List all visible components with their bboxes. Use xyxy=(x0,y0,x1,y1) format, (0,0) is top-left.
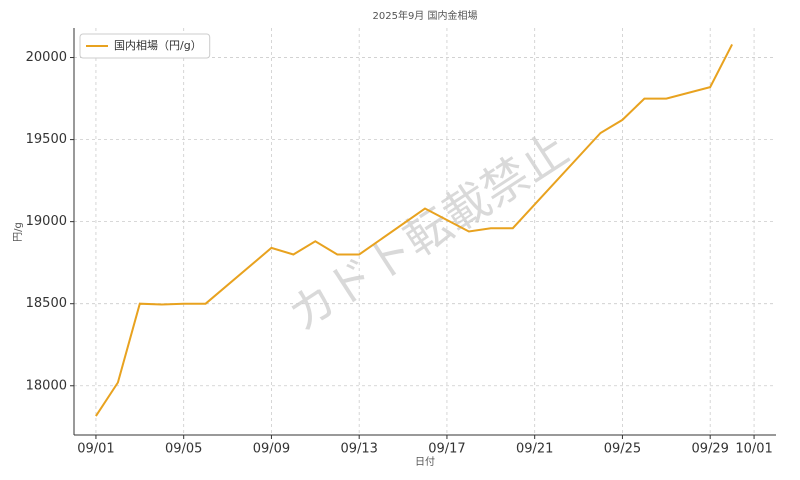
y-tick-label: 19000 xyxy=(26,214,67,229)
x-tick-label: 09/25 xyxy=(604,442,641,457)
chart-title: 2025年9月 国内金相場 xyxy=(373,9,478,22)
x-axis-label: 日付 xyxy=(415,455,435,468)
y-axis-label: 円/g xyxy=(13,222,24,242)
legend-label: 国内相場（円/g） xyxy=(114,38,202,52)
x-tick-label: 09/13 xyxy=(340,442,377,457)
x-tick-label: 09/09 xyxy=(253,442,290,457)
x-tick-label: 09/17 xyxy=(428,442,465,457)
x-tick-label: 10/01 xyxy=(735,442,772,457)
x-tick-label: 09/05 xyxy=(165,442,202,457)
y-tick-label: 18500 xyxy=(26,296,67,311)
legend: 国内相場（円/g） xyxy=(79,33,211,59)
watermark: カドト転載禁止 xyxy=(278,122,577,343)
x-tick-label: 09/29 xyxy=(691,442,728,457)
y-tick-label: 18000 xyxy=(26,378,67,393)
x-tick-label: 09/21 xyxy=(516,442,553,457)
y-tick-label: 20000 xyxy=(26,50,67,65)
data-line xyxy=(95,43,733,417)
legend-box xyxy=(79,33,211,59)
x-tick-label: 09/01 xyxy=(77,442,114,457)
y-tick-label: 19500 xyxy=(26,132,67,147)
